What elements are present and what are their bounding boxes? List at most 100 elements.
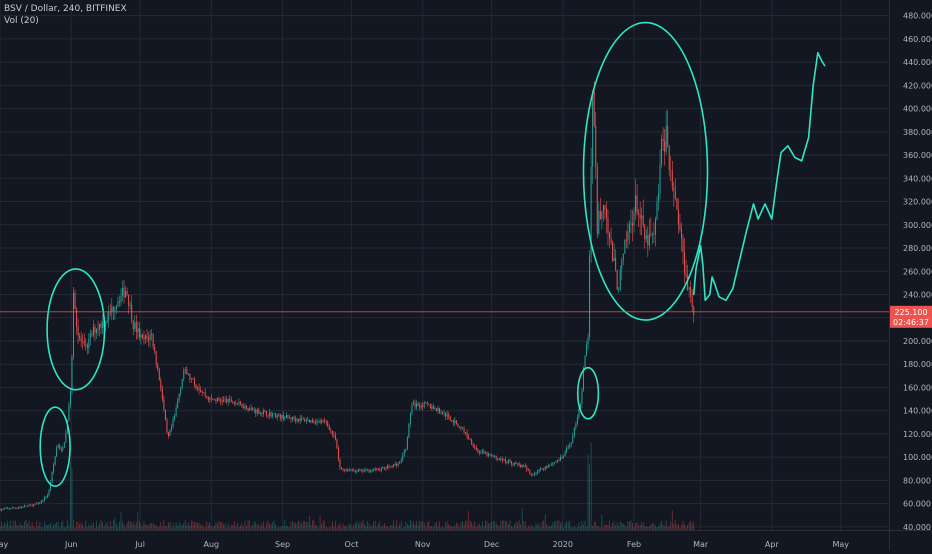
volume-bar [157, 527, 158, 530]
candle-body [200, 390, 201, 392]
volume-bar [59, 527, 60, 530]
candle-body [603, 205, 604, 213]
candle-body [577, 417, 578, 424]
volume-bar [451, 527, 452, 530]
volume-bar [292, 521, 293, 530]
volume-bar [522, 508, 523, 530]
candle-body [468, 437, 469, 439]
volume-bar [332, 521, 333, 530]
volume-bar [356, 521, 357, 530]
volume-bar [454, 525, 455, 530]
volume-bar [419, 521, 420, 530]
volume-indicator-label[interactable]: Vol (20) [4, 15, 127, 27]
volume-bar [268, 520, 269, 530]
volume-bar [163, 520, 164, 530]
candle-body [480, 453, 481, 454]
volume-bar [436, 522, 437, 530]
candle-body [290, 417, 291, 419]
candle-body [384, 468, 385, 469]
candle-body [16, 508, 17, 509]
volume-bar [611, 527, 612, 530]
candle-body [606, 209, 607, 217]
volume-bar [84, 527, 85, 530]
candle-body [349, 470, 350, 471]
volume-bar [42, 528, 43, 530]
volume-bar [643, 522, 644, 530]
volume-bar [424, 523, 425, 530]
volume-bar [491, 522, 492, 530]
volume-bar [408, 525, 409, 530]
volume-bar [620, 521, 621, 530]
volume-bar [183, 523, 184, 530]
volume-bar [223, 524, 224, 530]
volume-bar [375, 521, 376, 530]
candle-body [159, 369, 160, 380]
volume-bar [32, 522, 33, 530]
candle-body [436, 408, 437, 411]
candle-body [231, 399, 232, 402]
volume-bar [666, 520, 667, 530]
volume-bar [134, 524, 135, 530]
volume-bar [390, 525, 391, 530]
candle-body [217, 398, 218, 401]
volume-bar [179, 522, 180, 530]
volume-bar [637, 522, 638, 530]
volume-bar [529, 527, 530, 530]
volume-bar [435, 523, 436, 530]
x-tick-label: Feb [627, 540, 641, 549]
candle-body [575, 424, 576, 427]
volume-bar [366, 526, 367, 530]
candle-body [437, 408, 438, 411]
volume-bar [404, 527, 405, 530]
volume-bar [260, 527, 261, 530]
volume-bar [344, 526, 345, 530]
candle-body [128, 294, 129, 305]
volume-bar [62, 521, 63, 530]
volume-bar [586, 526, 587, 530]
volume-bar [327, 528, 328, 530]
volume-bar [324, 521, 325, 530]
volume-bar [488, 523, 489, 530]
candle-body [522, 465, 523, 467]
volume-bar [687, 525, 688, 530]
candle-body [223, 400, 224, 402]
candle-body [82, 341, 83, 342]
volume-bar [21, 525, 22, 530]
x-tick-label: Apr [765, 540, 780, 549]
volume-bar [258, 524, 259, 530]
volume-bar [297, 523, 298, 530]
candle-body [312, 420, 313, 422]
candle-body [297, 419, 298, 420]
volume-bar [566, 521, 567, 530]
candle-body [145, 336, 146, 339]
volume-bar [69, 525, 70, 530]
volume-bar [686, 527, 687, 530]
volume-bar [525, 522, 526, 530]
symbol-title[interactable]: BSV / Dollar, 240, BITFINEX [4, 3, 127, 15]
volume-bar [598, 527, 599, 530]
volume-bar [124, 525, 125, 530]
volume-bar [102, 522, 103, 530]
volume-bar [6, 524, 7, 530]
candle-body [42, 501, 43, 502]
x-tick-label: May [832, 540, 849, 549]
candle-body [448, 414, 449, 416]
candle-body [597, 167, 598, 234]
volume-bar [15, 521, 16, 530]
candle-body [215, 400, 216, 402]
volume-bar [458, 524, 459, 530]
volume-bar [318, 528, 319, 530]
volume-bar [333, 526, 334, 530]
volume-bar [4, 523, 5, 530]
volume-bar [690, 521, 691, 530]
volume-bar [239, 527, 240, 530]
volume-bar [168, 523, 169, 530]
candle-body [174, 416, 175, 420]
volume-bar [445, 522, 446, 530]
volume-bar [640, 525, 641, 530]
volume-bar [188, 523, 189, 530]
volume-bar [217, 524, 218, 530]
candle-body [268, 415, 269, 416]
